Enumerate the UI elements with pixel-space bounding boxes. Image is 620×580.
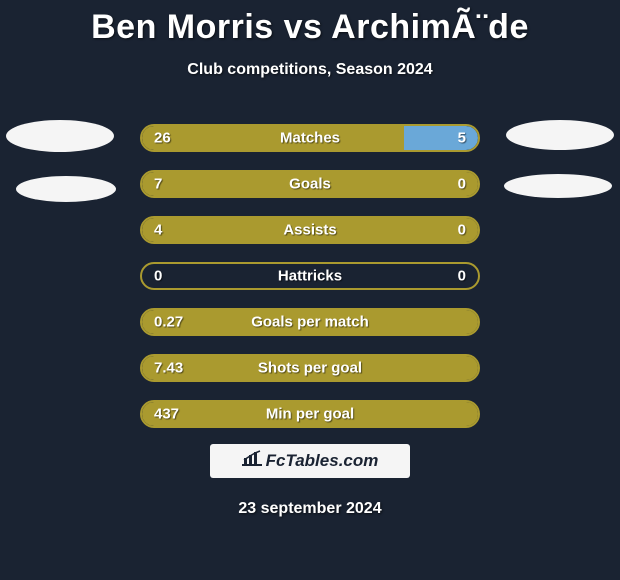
logo-text: FcTables.com — [266, 451, 379, 471]
stat-label: Goals per match — [142, 314, 478, 331]
stat-row: 0.27Goals per match — [140, 308, 480, 336]
avatar-right — [506, 120, 614, 198]
stat-row: 70Goals — [140, 170, 480, 198]
stat-label: Assists — [142, 222, 478, 239]
chart-icon — [242, 450, 262, 473]
stat-label: Min per goal — [142, 406, 478, 423]
avatar-placeholder-icon — [506, 120, 614, 150]
stat-row: 00Hattricks — [140, 262, 480, 290]
stat-row: 40Assists — [140, 216, 480, 244]
avatar-placeholder-icon — [504, 174, 612, 198]
avatar-placeholder-icon — [16, 176, 116, 202]
avatar-placeholder-icon — [6, 120, 114, 152]
stat-row: 265Matches — [140, 124, 480, 152]
stat-bars: 265Matches 70Goals 40Assists 00Hattricks 0.2… — [140, 124, 480, 446]
subtitle: Club competitions, Season 2024 — [0, 61, 620, 79]
stat-label: Goals — [142, 176, 478, 193]
avatar-left — [6, 120, 116, 202]
date-label: 23 september 2024 — [0, 500, 620, 518]
stat-label: Shots per goal — [142, 360, 478, 377]
stat-label: Matches — [142, 130, 478, 147]
stat-label: Hattricks — [142, 268, 478, 285]
stat-row: 437Min per goal — [140, 400, 480, 428]
stat-row: 7.43Shots per goal — [140, 354, 480, 382]
logo-box: FcTables.com — [210, 444, 410, 478]
page-title: Ben Morris vs ArchimÃ¨de — [0, 0, 620, 47]
